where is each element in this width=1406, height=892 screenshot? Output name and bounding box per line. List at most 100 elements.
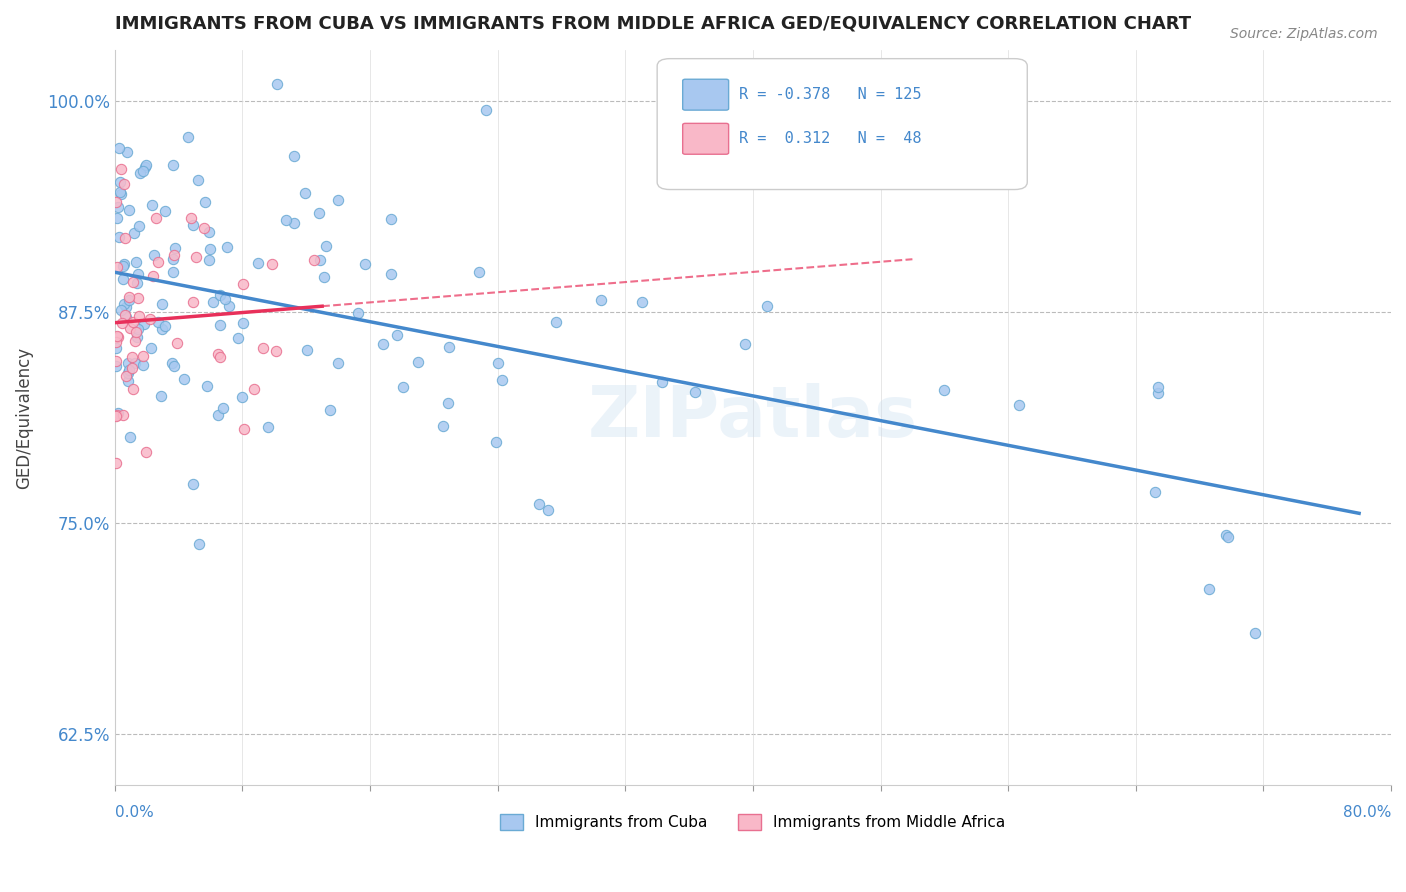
Point — [145, 211, 167, 225]
Point — [380, 267, 402, 281]
Point — [111, 260, 134, 274]
Point — [114, 257, 136, 271]
Point — [218, 299, 240, 313]
FancyBboxPatch shape — [683, 79, 728, 110]
Point — [107, 330, 129, 344]
Point — [756, 299, 779, 313]
Point — [112, 297, 135, 311]
Point — [134, 160, 156, 174]
Point — [932, 383, 955, 397]
Point — [264, 344, 287, 359]
Point — [354, 257, 377, 271]
Point — [121, 351, 143, 365]
Point — [146, 255, 169, 269]
Point — [127, 291, 149, 305]
Point — [114, 308, 136, 322]
Point — [107, 406, 129, 420]
Point — [166, 335, 188, 350]
Point — [1218, 530, 1240, 544]
Point — [122, 275, 145, 289]
Point — [347, 306, 370, 320]
Point — [118, 320, 141, 334]
Point — [128, 219, 150, 233]
Point — [125, 255, 148, 269]
Point — [1198, 582, 1220, 596]
Point — [110, 302, 132, 317]
Point — [371, 336, 394, 351]
Point — [118, 363, 141, 377]
Point — [110, 186, 132, 201]
Point — [260, 257, 283, 271]
Point — [201, 294, 224, 309]
Point — [117, 290, 139, 304]
FancyBboxPatch shape — [657, 59, 1028, 189]
Point — [132, 317, 155, 331]
Point — [162, 252, 184, 267]
Point — [124, 356, 146, 370]
Point — [274, 212, 297, 227]
Point — [132, 164, 155, 178]
Point — [107, 229, 129, 244]
Point — [125, 276, 148, 290]
Point — [104, 194, 127, 209]
Point — [111, 316, 134, 330]
Point — [295, 343, 318, 357]
Point — [546, 315, 568, 329]
Text: ZIPatlas: ZIPatlas — [588, 383, 918, 452]
Point — [266, 77, 288, 91]
Point — [108, 141, 131, 155]
Point — [142, 269, 165, 284]
Point — [209, 350, 232, 364]
Point — [392, 380, 415, 394]
Point — [104, 354, 127, 368]
Point — [1244, 626, 1267, 640]
Point — [183, 295, 205, 310]
Point — [243, 382, 266, 396]
Point — [387, 328, 409, 343]
Point — [283, 149, 305, 163]
Point — [591, 293, 613, 307]
Point — [139, 312, 162, 326]
Point — [437, 396, 460, 410]
Text: 0.0%: 0.0% — [115, 805, 153, 821]
Point — [104, 457, 127, 471]
Point — [115, 369, 138, 384]
Point — [195, 378, 218, 392]
Point — [163, 359, 186, 374]
Text: IMMIGRANTS FROM CUBA VS IMMIGRANTS FROM MIDDLE AFRICA GED/EQUIVALENCY CORRELATIO: IMMIGRANTS FROM CUBA VS IMMIGRANTS FROM … — [115, 15, 1191, 33]
Point — [231, 390, 253, 404]
Point — [194, 194, 217, 209]
Point — [432, 419, 454, 434]
Point — [122, 226, 145, 240]
Point — [308, 206, 330, 220]
Point — [181, 218, 204, 232]
Point — [114, 230, 136, 244]
Point — [302, 252, 325, 267]
Point — [328, 193, 350, 207]
Point — [207, 409, 229, 423]
Point — [105, 359, 128, 373]
Point — [110, 162, 132, 177]
Point — [1008, 398, 1031, 412]
Point — [252, 341, 274, 355]
Point — [380, 212, 402, 227]
FancyBboxPatch shape — [683, 123, 728, 154]
Text: Source: ZipAtlas.com: Source: ZipAtlas.com — [1230, 27, 1378, 41]
Point — [104, 409, 127, 424]
Point — [122, 382, 145, 396]
Point — [105, 328, 128, 343]
Point — [315, 238, 337, 252]
Point — [207, 347, 229, 361]
Point — [209, 288, 232, 302]
Point — [1147, 385, 1170, 400]
Point — [153, 203, 176, 218]
Point — [125, 326, 148, 340]
Point — [165, 241, 187, 255]
Point — [125, 329, 148, 343]
Point — [155, 318, 177, 333]
Point — [115, 145, 138, 160]
Point — [187, 537, 209, 551]
Point — [121, 360, 143, 375]
Point — [232, 422, 254, 436]
Point — [132, 359, 155, 373]
